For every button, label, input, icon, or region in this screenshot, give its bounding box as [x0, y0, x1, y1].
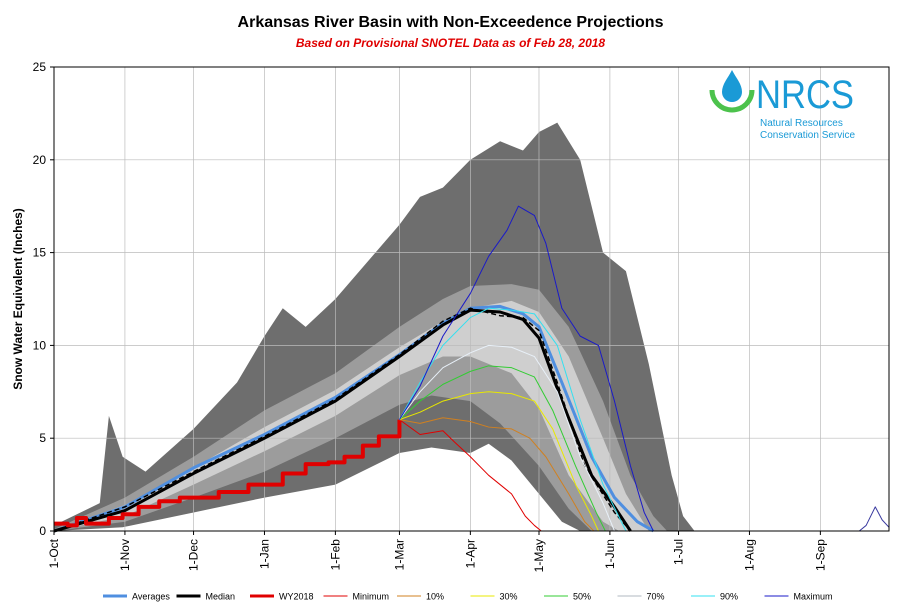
y-axis-label: Snow Water Equivalent (Inches): [11, 208, 25, 390]
gridlines: [54, 67, 889, 531]
x-tick-label: 1-Sep: [813, 539, 827, 571]
series-10-: [399, 417, 595, 532]
legend-label: 70%: [647, 592, 665, 602]
x-tick-label: 1-Mar: [392, 539, 406, 570]
series-maximum-late-: [858, 506, 890, 532]
legend-label: Maximum: [794, 592, 833, 602]
y-tick-label: 25: [33, 60, 47, 74]
x-tick-label: 1-Aug: [742, 539, 756, 571]
series-median-dashed-: [53, 307, 632, 532]
legend-label: 30%: [500, 592, 518, 602]
x-tick-label: 1-Feb: [328, 539, 342, 571]
x-tick-label: 1-Apr: [463, 539, 477, 568]
series-lines: [53, 205, 890, 533]
legend-label: 50%: [573, 592, 591, 602]
x-tick-label: 1-Nov: [118, 539, 132, 571]
x-tick-label: 1-Jul: [672, 539, 686, 565]
x-axis: 1-Oct 1-Nov 1-Dec 1-Jan 1-Feb 1-Mar 1-Apr 1-May…: [47, 531, 827, 572]
x-tick-label: 1-Dec: [187, 539, 201, 571]
percentile-bands: [54, 122, 695, 532]
y-tick-label: 10: [33, 338, 47, 352]
series-50-: [399, 365, 606, 532]
y-axis: 0 5 10 15 20 25: [33, 60, 54, 538]
legend-label: 10%: [426, 592, 444, 602]
series-maximum: [399, 205, 654, 532]
plot-frame: [53, 66, 890, 532]
series-90-: [399, 307, 627, 532]
y-tick-label: 5: [39, 431, 46, 445]
legend-label: WY2018: [279, 592, 314, 602]
legend-label: Median: [206, 592, 236, 602]
legend-label: Minimum: [353, 592, 390, 602]
series-averages: [53, 304, 655, 533]
series-70-: [399, 344, 615, 532]
legend: Averages Median WY2018 Minimum 10% 30% 50% 70% 9…: [103, 592, 833, 602]
y-tick-label: 20: [33, 153, 47, 167]
x-tick-label: 1-May: [532, 539, 546, 572]
y-tick-label: 0: [39, 524, 46, 538]
band-2: [54, 300, 649, 531]
series-30-: [399, 391, 599, 532]
x-tick-label: 1-Oct: [47, 538, 61, 568]
x-tick-label: 1-Jun: [603, 539, 617, 569]
legend-label: Averages: [132, 592, 170, 602]
chart-title: Arkansas River Basin with Non-Exceedence…: [237, 14, 664, 31]
y-tick-label: 15: [33, 246, 47, 260]
x-tick-label: 1-Jan: [257, 539, 271, 569]
water-drop-icon: [709, 70, 755, 113]
series-minimum: [399, 419, 542, 532]
legend-label: 90%: [720, 592, 738, 602]
logo-line2: Conservation Service: [760, 130, 855, 141]
logo-line1: Natural Resources: [760, 118, 843, 129]
series-median: [53, 308, 632, 533]
nrcs-logo: NRCS Natural Resources Conservation Serv…: [709, 70, 855, 141]
series-wy2018: [54, 419, 402, 528]
chart-subtitle: Based on Provisional SNOTEL Data as of F…: [295, 36, 606, 50]
logo-name: NRCS: [756, 73, 854, 117]
